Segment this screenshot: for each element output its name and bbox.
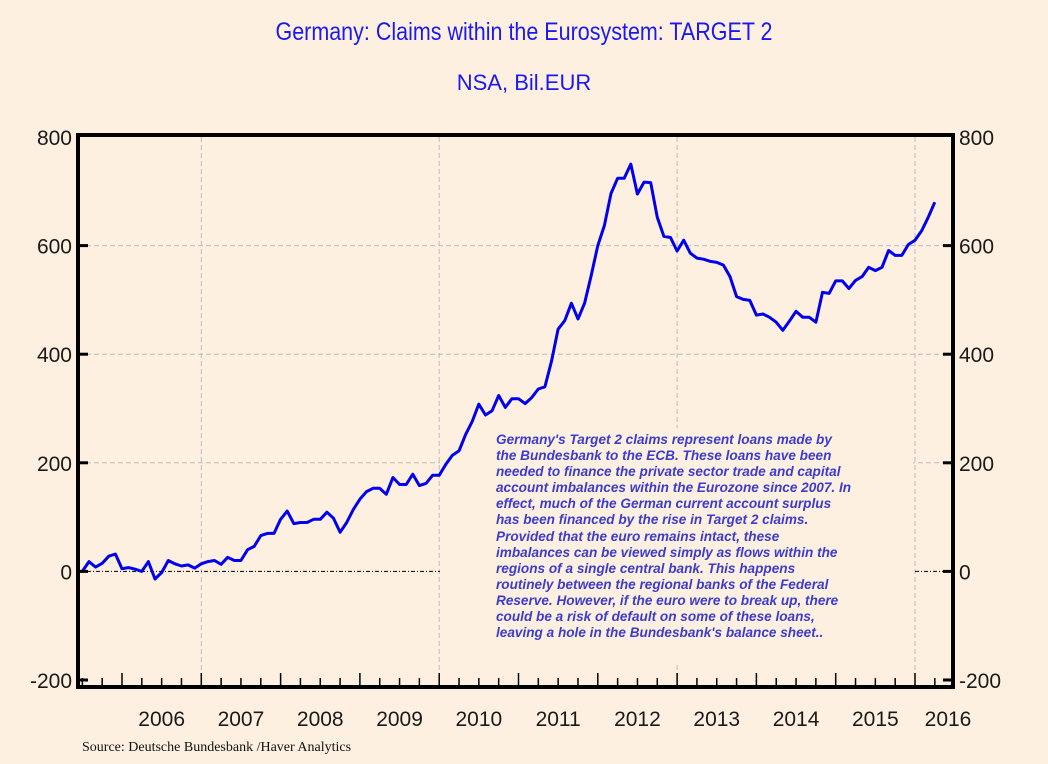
chart-title: Germany: Claims within the Eurosystem: T…: [275, 18, 773, 46]
x-tick-label: 2009: [376, 708, 423, 731]
y-tick-label-left: -200: [30, 670, 72, 693]
x-axis-labels: 2006 2007 2008 2009 2010 2011 2012 2013 2014 2015…: [138, 708, 971, 731]
y-tick-label-right: 600: [959, 236, 994, 259]
y-tick-label-left: 0: [60, 561, 72, 584]
y-tick-label-right: 400: [959, 344, 994, 367]
y-tick-label-right: 200: [959, 453, 994, 476]
x-tick-label: 2007: [218, 708, 265, 731]
y-axis-right-labels: 800 600 400 200 0 -200: [959, 127, 1001, 693]
x-tick-label: 2015: [852, 708, 899, 731]
y-tick-label-right: -200: [959, 670, 1001, 693]
x-tick-label: 2006: [138, 708, 185, 731]
x-tick-label: 2013: [693, 708, 740, 731]
y-tick-label-left: 600: [37, 236, 72, 259]
y-tick-label-left: 200: [37, 453, 72, 476]
x-tick-label: 2010: [455, 708, 502, 731]
x-tick-label: 2012: [614, 708, 661, 731]
x-tick-label: 2011: [536, 708, 581, 731]
y-tick-label-left: 800: [37, 127, 72, 150]
y-tick-label-left: 400: [37, 344, 72, 367]
y-tick-label-right: 0: [959, 561, 971, 584]
annotation-text: Germany's Target 2 claims represent loan…: [496, 432, 852, 641]
y-tick-label-right: 800: [959, 127, 994, 150]
axes: [76, 133, 955, 689]
series-group: [81, 162, 937, 581]
series-line: [81, 162, 937, 581]
annotation-background: [440, 428, 913, 664]
x-tick-label: 2008: [297, 708, 344, 731]
x-tick-label: 2014: [773, 708, 820, 731]
y-axis-left-labels: 800 600 400 200 0 -200: [30, 127, 72, 693]
x-tick-label: 2016: [925, 708, 972, 731]
chart-subtitle: NSA, Bil.EUR: [456, 70, 592, 95]
source-note: Source: Deutsche Bundesbank /Haver Analy…: [82, 740, 352, 755]
